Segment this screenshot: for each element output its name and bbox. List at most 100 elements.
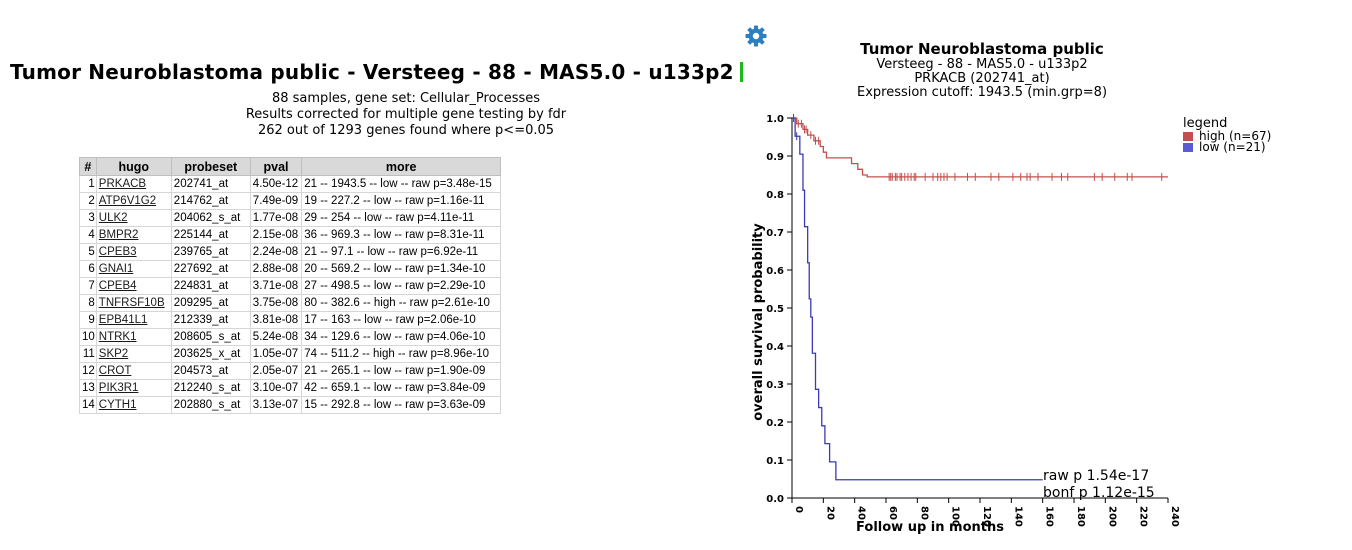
table-row: 12 CROT 204573_at 2.05e-07 21 -- 265.1 -- lo…	[79, 362, 502, 380]
gene-link[interactable]: ULK2	[98, 212, 128, 224]
y-tick-label: 0.1	[766, 456, 784, 467]
results-table: # hugo probeset pval more 1 PRKACB 202741_…	[79, 157, 502, 414]
table-row: 13 PIK3R1 212240_s_at 3.10e-07 42 -- 659.1 -…	[79, 379, 502, 397]
x-tick-label: 180	[1075, 506, 1086, 527]
y-tick-label: 0.3	[766, 380, 784, 391]
table-row: 11 SKP2 203625_x_at 1.05e-07 74 -- 511.2 -- …	[79, 345, 502, 363]
chart-subtitle-gene: PRKACB (202741_at)	[914, 71, 1050, 86]
cell-hugo: CPEB4	[95, 277, 172, 295]
cell-more: 20 -- 569.2 -- low -- raw p=1.34e-10	[301, 260, 502, 278]
cell-pval: 2.05e-07	[249, 362, 303, 380]
y-tick-label: 0.0	[766, 494, 784, 505]
cell-hugo: CPEB3	[95, 243, 172, 261]
cell-more: 21 -- 265.1 -- low -- raw p=1.90e-09	[301, 362, 502, 380]
gene-link[interactable]: CYTH1	[98, 399, 137, 411]
gear-icon	[745, 25, 767, 47]
cell-more: 15 -- 292.8 -- low -- raw p=3.63e-09	[301, 396, 502, 414]
x-tick-label: 20	[824, 506, 835, 520]
col-header-probeset[interactable]: probeset	[170, 157, 251, 176]
cell-probeset: 209295_at	[170, 294, 251, 312]
cell-rank: 12	[79, 362, 97, 380]
cell-hugo: PRKACB	[95, 175, 172, 193]
chart-subtitle-cutoff: Expression cutoff: 1943.5 (min.grp=8)	[856, 85, 1108, 100]
cell-pval: 2.24e-08	[249, 243, 303, 261]
cell-probeset: 204573_at	[170, 362, 251, 380]
cell-pval: 5.24e-08	[249, 328, 303, 346]
gene-link[interactable]: EPB41L1	[98, 314, 148, 326]
y-tick-label: 0.8	[766, 190, 784, 201]
cell-pval: 7.49e-09	[249, 192, 303, 210]
survival-chart: 0.0 0.1 0.2 0.3 0.4 0.5 0.6 0.7 0.8 0.9 1.0 0 20 40 60…	[751, 114, 1180, 535]
table-row: 2 ATP6V1G2 214762_at 7.49e-09 19 -- 227.2 --…	[79, 192, 502, 210]
col-header-pval[interactable]: pval	[249, 157, 303, 176]
summary-found: 262 out of 1293 genes found where p<=0.0…	[257, 123, 555, 138]
x-tick-label: 200	[1106, 506, 1117, 527]
table-row: 3 ULK2 204062_s_at 1.77e-08 29 -- 254 -- low…	[79, 209, 502, 227]
cell-pval: 3.71e-08	[249, 277, 303, 295]
x-tick-label: 0	[793, 506, 804, 513]
cell-pval: 2.15e-08	[249, 226, 303, 244]
legend-item-high: high (n=67)	[1183, 130, 1271, 142]
gene-link[interactable]: ATP6V1G2	[98, 195, 157, 207]
gene-link[interactable]: NTRK1	[98, 331, 137, 343]
cell-pval: 3.10e-07	[249, 379, 303, 397]
gene-link[interactable]: CPEB3	[98, 246, 137, 258]
cell-rank: 8	[79, 294, 97, 312]
col-header-more[interactable]: more	[301, 157, 502, 176]
cell-probeset: 204062_s_at	[170, 209, 251, 227]
p-value-annotation: raw p 1.54e-17	[1043, 468, 1149, 484]
cell-more: 29 -- 254 -- low -- raw p=4.11e-11	[301, 209, 502, 227]
cell-more: 27 -- 498.5 -- low -- raw p=2.29e-10	[301, 277, 502, 295]
cell-rank: 10	[79, 328, 97, 346]
gene-link[interactable]: GNAI1	[98, 263, 134, 275]
cell-pval: 3.13e-07	[249, 396, 303, 414]
y-tick-label: 0.6	[766, 266, 784, 277]
cell-rank: 6	[79, 260, 97, 278]
y-tick-label: 1.0	[766, 114, 784, 125]
cell-hugo: SKP2	[95, 345, 172, 363]
cell-probeset: 227692_at	[170, 260, 251, 278]
p-value-annotation: bonf p 1.12e-15	[1043, 485, 1155, 501]
gene-link[interactable]: CROT	[98, 365, 132, 377]
cell-probeset: 212240_s_at	[170, 379, 251, 397]
table-row: 14 CYTH1 202880_s_at 3.13e-07 15 -- 292.8 --…	[79, 396, 502, 414]
results-summary: 88 samples, gene set: Cellular_Processes…	[200, 91, 612, 139]
cell-probeset: 214762_at	[170, 192, 251, 210]
legend-swatch-low	[1183, 143, 1193, 152]
table-row: 1 PRKACB 202741_at 4.50e-12 21 -- 1943.5 -- …	[79, 175, 502, 193]
cell-more: 21 -- 97.1 -- low -- raw p=6.92e-11	[301, 243, 502, 261]
col-header-rank[interactable]: #	[79, 157, 97, 176]
gene-link[interactable]: TNFRSF10B	[98, 297, 165, 309]
table-row: 6 GNAI1 227692_at 2.88e-08 20 -- 569.2 -- lo…	[79, 260, 502, 278]
cell-probeset: 225144_at	[170, 226, 251, 244]
table-row: 8 TNFRSF10B 209295_at 3.75e-08 80 -- 382.6 -…	[79, 294, 502, 312]
gene-link[interactable]: SKP2	[98, 348, 129, 360]
gene-link[interactable]: CPEB4	[98, 280, 137, 292]
x-tick-label: 120	[981, 506, 992, 527]
legend-label-low: low (n=21)	[1199, 140, 1266, 154]
cell-hugo: CYTH1	[95, 396, 172, 414]
table-row: 10 NTRK1 208605_s_at 5.24e-08 34 -- 129.6 --…	[79, 328, 502, 346]
chart-title: Tumor Neuroblastoma public	[860, 40, 1104, 58]
chart-legend: legend high (n=67) low (n=21)	[1183, 116, 1271, 153]
settings-button[interactable]	[744, 24, 768, 48]
cell-hugo: ATP6V1G2	[95, 192, 172, 210]
cell-rank: 4	[79, 226, 97, 244]
cell-hugo: TNFRSF10B	[95, 294, 172, 312]
cell-hugo: NTRK1	[95, 328, 172, 346]
chart-subtitle-dataset: Versteeg - 88 - MAS5.0 - u133p2	[876, 57, 1088, 72]
x-tick-label: 140	[1012, 506, 1023, 527]
col-header-hugo[interactable]: hugo	[95, 157, 172, 176]
cell-probeset: 208605_s_at	[170, 328, 251, 346]
cell-pval: 1.05e-07	[249, 345, 303, 363]
gene-link[interactable]: BMPR2	[98, 229, 139, 241]
y-tick-label: 0.4	[766, 342, 784, 353]
cell-hugo: ULK2	[95, 209, 172, 227]
gene-link[interactable]: PIK3R1	[98, 382, 139, 394]
gene-link[interactable]: PRKACB	[98, 178, 147, 190]
series-line-high	[792, 117, 1168, 178]
cell-rank: 2	[79, 192, 97, 210]
cell-pval: 1.77e-08	[249, 209, 303, 227]
cell-rank: 5	[79, 243, 97, 261]
table-row: 7 CPEB4 224831_at 3.71e-08 27 -- 498.5 -- lo…	[79, 277, 502, 295]
